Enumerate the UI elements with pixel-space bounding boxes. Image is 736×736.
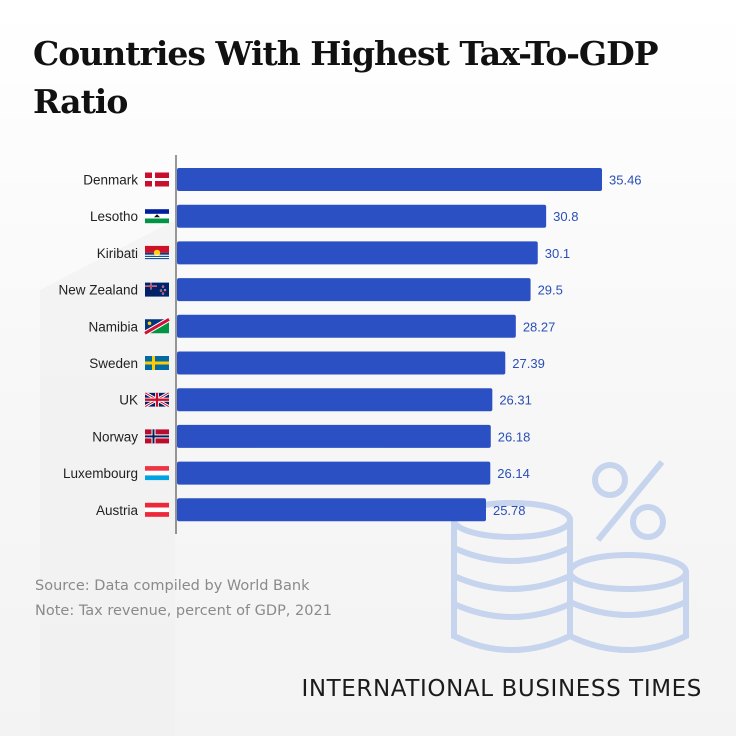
chart-notes: Source: Data compiled by World Bank Note… bbox=[35, 574, 332, 624]
austria-flag-icon bbox=[145, 502, 169, 517]
kiribati-flag-icon bbox=[145, 245, 169, 260]
bar bbox=[177, 168, 602, 191]
bar bbox=[177, 351, 506, 375]
category-label: New Zealand bbox=[58, 283, 138, 298]
value-label: 26.18 bbox=[498, 429, 531, 444]
uk-flag-icon bbox=[145, 392, 169, 407]
lesotho-flag-icon bbox=[145, 209, 169, 224]
category-label: Namibia bbox=[88, 319, 138, 334]
value-label: 26.31 bbox=[499, 393, 532, 408]
value-label: 28.27 bbox=[523, 319, 556, 334]
value-label: 26.14 bbox=[497, 466, 530, 481]
namibia-flag-icon bbox=[143, 317, 171, 336]
category-label: Denmark bbox=[83, 173, 138, 188]
new-zealand-flag-icon bbox=[145, 282, 169, 297]
value-label: 35.46 bbox=[609, 173, 642, 188]
category-label: UK bbox=[119, 393, 138, 408]
category-label: Sweden bbox=[89, 356, 138, 371]
data-note: Note: Tax revenue, percent of GDP, 2021 bbox=[35, 603, 332, 619]
value-label: 27.39 bbox=[512, 356, 545, 371]
denmark-flag-icon bbox=[145, 172, 169, 187]
bar bbox=[177, 241, 538, 265]
category-label: Austria bbox=[96, 503, 139, 518]
bar bbox=[177, 461, 491, 485]
bar bbox=[177, 278, 531, 302]
chart-title: Countries With Highest Tax-To-GDP Ratio bbox=[33, 34, 659, 121]
category-label: Norway bbox=[92, 429, 138, 444]
value-label: 30.1 bbox=[545, 246, 570, 261]
category-label: Luxembourg bbox=[63, 466, 138, 481]
bar bbox=[177, 314, 516, 338]
category-label: Kiribati bbox=[97, 246, 138, 261]
sweden-flag-icon bbox=[145, 356, 169, 370]
value-label: 30.8 bbox=[553, 209, 578, 224]
bar bbox=[177, 388, 493, 412]
bar bbox=[177, 424, 491, 448]
publisher-logo: INTERNATIONAL BUSINESS TIMES bbox=[301, 676, 702, 702]
category-label: Lesotho bbox=[90, 209, 138, 224]
luxembourg-flag-icon bbox=[145, 466, 169, 481]
value-label: 29.5 bbox=[538, 283, 563, 298]
source-note: Source: Data compiled by World Bank bbox=[35, 578, 310, 594]
value-label: 25.78 bbox=[493, 503, 526, 518]
background-shape bbox=[40, 220, 175, 736]
bar-chart: Denmark 35.46 Lesotho 30.8 Kiribati 30.1 New Z… bbox=[58, 155, 642, 534]
norway-flag-icon bbox=[145, 429, 169, 444]
bar bbox=[177, 204, 547, 228]
bar bbox=[177, 498, 486, 522]
